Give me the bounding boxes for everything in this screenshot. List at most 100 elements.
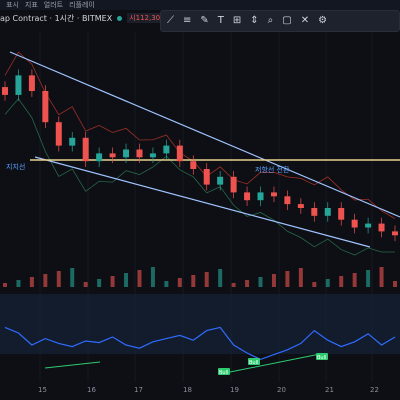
candlesticks <box>2 69 398 242</box>
candle-body <box>2 87 8 95</box>
lock-icon[interactable]: ▢ <box>282 15 292 26</box>
fib-icon[interactable]: ≡ <box>183 15 192 26</box>
lower-band <box>4 98 396 256</box>
x-tick-label: 22 <box>370 386 379 394</box>
divergence-line-1 <box>44 361 101 369</box>
volume-bar <box>325 279 330 287</box>
volume-bar <box>366 270 371 287</box>
volume-bar <box>258 277 263 287</box>
candle-body <box>365 223 372 228</box>
candle-body <box>190 161 197 169</box>
menu-item-alerts[interactable]: 얼러트 <box>43 1 64 9</box>
bull-tag-3-label: Bull <box>317 355 326 361</box>
volume-bar <box>245 280 250 287</box>
symbol-legend: ap Contract · 1시간 · BITMEX 시112,306.0 <box>0 11 174 25</box>
candle-body <box>176 145 183 162</box>
volume-bar <box>339 276 344 287</box>
volume-bar <box>3 283 7 287</box>
market-status-icon <box>117 15 123 21</box>
volume-bar <box>56 271 61 287</box>
x-tick-label: 21 <box>325 386 334 394</box>
top-menu-bar: 표시 지표 얼러트 리플레이 <box>0 0 400 10</box>
x-tick-label: 20 <box>277 386 286 394</box>
menu-item-indicators[interactable]: 지표 <box>24 1 38 9</box>
candle-body <box>149 153 156 158</box>
settings-icon[interactable]: ⚙ <box>318 15 328 26</box>
rsi-line <box>4 326 396 361</box>
volume-bar <box>231 283 236 287</box>
candle-body <box>136 149 143 158</box>
candle-body <box>42 91 49 123</box>
candle-body <box>297 204 304 208</box>
brush-icon[interactable]: ✎ <box>200 15 209 26</box>
volume-bar <box>164 281 169 287</box>
trash-icon[interactable]: ✕ <box>300 15 310 26</box>
measure-icon[interactable]: ⇕ <box>250 15 259 26</box>
volume-bar <box>16 280 21 287</box>
candle-body <box>123 149 130 158</box>
x-tick-label: 19 <box>230 386 239 394</box>
candle-body <box>311 208 318 216</box>
volume-bar <box>218 269 223 287</box>
volume-bar <box>150 267 155 287</box>
volume-bar <box>124 273 129 287</box>
text-icon[interactable]: T <box>217 15 224 26</box>
bull-tag-1: Bull <box>218 368 230 376</box>
candle-body <box>392 231 398 236</box>
bull-tag-2: Bull <box>248 358 260 366</box>
bull-tag-1-label: Bull <box>219 370 228 376</box>
rsi-band <box>0 294 400 354</box>
zoom-icon[interactable]: ⌕ <box>267 15 274 26</box>
candle-body <box>55 122 62 146</box>
volume-bar <box>137 270 142 287</box>
trendline-icon[interactable]: ⟋ <box>167 15 174 26</box>
volume-bar <box>29 277 34 287</box>
x-tick-label: 16 <box>87 386 96 394</box>
candle-body <box>15 75 22 95</box>
last-price: 시112,306.0 <box>127 13 174 23</box>
candle-body <box>96 153 103 162</box>
bull-tag-3: Bull <box>316 353 328 361</box>
candle-body <box>257 192 264 201</box>
volume-bar <box>285 271 290 287</box>
bull-tag-2-label: Bull <box>249 360 258 366</box>
candle-body <box>203 169 210 185</box>
menu-item-view[interactable]: 표시 <box>6 1 19 9</box>
candle-body <box>378 223 385 232</box>
upper-band <box>4 51 396 219</box>
menu-item-replay[interactable]: 리플레이 <box>69 1 95 9</box>
candle-body <box>351 219 358 228</box>
volume-bar <box>110 276 115 287</box>
price-chart[interactable]: 지지선 저항선 전환 Bull Bull Bull <box>0 32 400 382</box>
volume-bar <box>97 279 102 287</box>
candle-body <box>69 137 76 146</box>
drawing-toolbar: ⟋ ≡ ✎ T ⊞ ⇕ ⌕ ▢ ✕ ⚙ <box>160 10 400 32</box>
volume-bar <box>271 274 276 287</box>
lower-trendline[interactable] <box>34 156 371 248</box>
candle-body <box>28 75 35 91</box>
pattern-icon[interactable]: ⊞ <box>232 15 242 26</box>
candle-body <box>270 192 277 197</box>
support-label: 지지선 <box>6 162 25 171</box>
divergence-line-2 <box>219 353 321 375</box>
volume-bar <box>312 282 317 287</box>
resistance-flip-label: 저항선 전환 <box>255 165 290 174</box>
x-tick-label: 15 <box>38 386 47 394</box>
volume-bar <box>83 282 88 287</box>
upper-trendline[interactable] <box>9 51 400 218</box>
time-axis[interactable]: 15 16 17 18 19 20 21 22 <box>0 382 400 400</box>
volume-bar <box>379 267 384 287</box>
candle-body <box>109 153 116 158</box>
volume-bar <box>177 278 182 287</box>
candle-body <box>244 192 251 201</box>
candle-body <box>217 176 224 185</box>
symbol-title[interactable]: ap Contract · 1시간 · BITMEX <box>0 13 113 23</box>
x-tick-label: 18 <box>183 386 192 394</box>
volume-bar <box>204 272 209 287</box>
volume-bar <box>43 274 48 287</box>
volume-bar <box>298 268 303 287</box>
candle-body <box>82 137 89 162</box>
candle-body <box>338 208 345 220</box>
bollinger-bands <box>4 51 396 256</box>
candle-body <box>163 145 170 154</box>
